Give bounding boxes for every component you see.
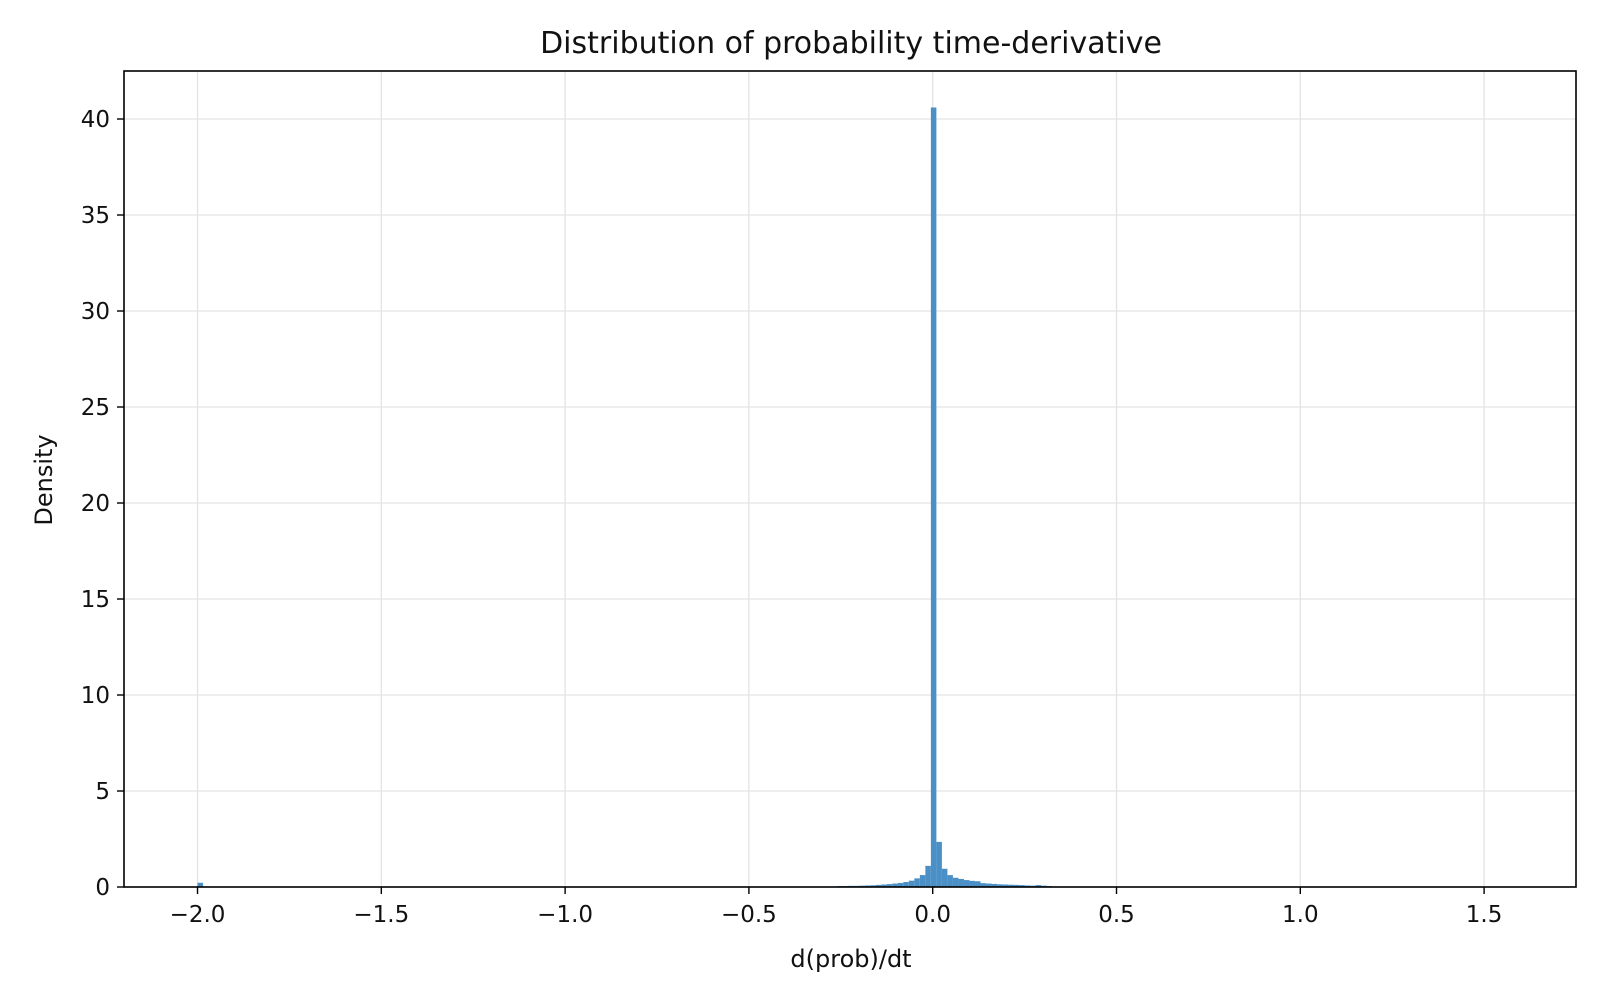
histogram-bar xyxy=(930,107,937,888)
histogram-bar xyxy=(1002,884,1009,887)
histogram-bar xyxy=(936,841,942,887)
histogram-bar xyxy=(997,884,1003,887)
histogram-bar xyxy=(897,882,904,887)
x-tick-label: 1.5 xyxy=(1466,902,1503,928)
histogram-bar xyxy=(197,882,204,887)
grid-lines xyxy=(124,71,1576,888)
histogram-bar xyxy=(958,878,964,887)
histogram-bar xyxy=(1019,885,1025,887)
x-tick-label: 1.0 xyxy=(1282,902,1319,928)
x-tick-label: −1.5 xyxy=(353,902,409,928)
chart-title: Distribution of probability time-derivat… xyxy=(540,26,1162,61)
histogram-bar xyxy=(974,881,981,887)
y-tick-label: 25 xyxy=(81,395,110,421)
x-axis-ticks: −2.0 −1.5 −1.0 −0.5 0.0 0.5 1.0 1.5 xyxy=(170,887,1503,928)
plot-frame xyxy=(123,70,1577,888)
histogram-bar xyxy=(875,884,882,887)
y-tick-label: 0 xyxy=(95,875,110,901)
histogram-bar xyxy=(969,880,975,887)
y-tick-label: 5 xyxy=(95,779,110,805)
y-tick-label: 15 xyxy=(81,587,110,613)
histogram-bar xyxy=(1008,884,1014,887)
y-tick-label: 10 xyxy=(81,683,110,709)
x-tick-label: 0.5 xyxy=(1098,902,1135,928)
histogram-bar xyxy=(947,875,953,887)
y-axis-ticks: 0 5 10 15 20 25 30 35 40 xyxy=(81,107,124,901)
x-axis-title: d(prob)/dt xyxy=(790,945,911,973)
histogram-bar xyxy=(919,875,926,887)
histogram-bar xyxy=(1035,885,1042,887)
histogram-bar xyxy=(980,883,987,887)
y-tick-label: 30 xyxy=(81,299,110,325)
x-tick-label: −0.5 xyxy=(721,902,777,928)
histogram-bar xyxy=(925,865,931,887)
histogram-bars xyxy=(197,107,1053,888)
histogram-bar xyxy=(963,880,970,887)
histogram-bar xyxy=(903,882,909,887)
histogram-bar xyxy=(908,880,915,887)
y-tick-label: 40 xyxy=(81,107,110,133)
histogram-bar xyxy=(914,878,920,887)
histogram-bar xyxy=(986,883,992,887)
x-tick-label: −2.0 xyxy=(170,902,226,928)
histogram-bar xyxy=(1013,884,1020,887)
histogram-bar xyxy=(881,884,887,887)
x-tick-label: −1.0 xyxy=(537,902,593,928)
y-axis-title: Density xyxy=(30,434,58,525)
y-tick-label: 35 xyxy=(81,203,110,229)
x-tick-label: 0.0 xyxy=(914,902,951,928)
y-tick-label: 20 xyxy=(81,491,110,517)
histogram-bar xyxy=(941,868,948,887)
histogram-bar xyxy=(892,883,898,887)
histogram-bar xyxy=(870,885,876,887)
histogram-bar xyxy=(886,884,893,887)
histogram-bar xyxy=(952,877,959,887)
histogram-bar xyxy=(991,883,998,887)
